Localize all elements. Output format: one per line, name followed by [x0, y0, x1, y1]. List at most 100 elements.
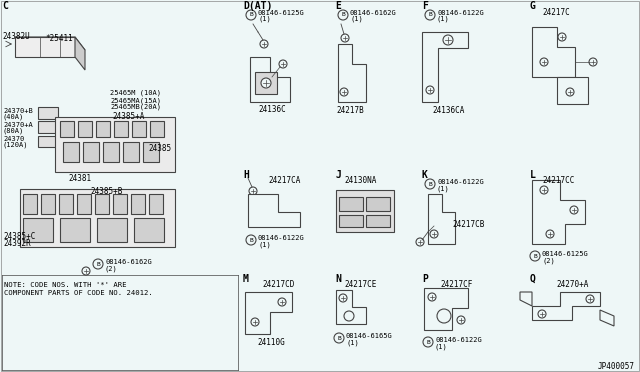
Polygon shape: [428, 194, 455, 244]
Circle shape: [334, 333, 344, 343]
Text: 25465MA(15A): 25465MA(15A): [110, 97, 161, 103]
Circle shape: [341, 34, 349, 42]
Bar: [60, 121, 74, 137]
Circle shape: [344, 311, 354, 321]
Bar: [339, 197, 363, 211]
Text: 24217CE: 24217CE: [344, 280, 376, 289]
Text: 08146-6122G: 08146-6122G: [258, 235, 305, 241]
Text: 25465M (10A): 25465M (10A): [110, 90, 161, 96]
Text: 08146-6122G: 08146-6122G: [435, 337, 482, 343]
Circle shape: [423, 337, 433, 347]
Circle shape: [82, 267, 90, 275]
Circle shape: [586, 295, 594, 303]
Text: 24136CA: 24136CA: [432, 106, 465, 115]
Text: 24385: 24385: [148, 144, 171, 153]
Text: JP400057: JP400057: [598, 362, 635, 371]
Circle shape: [279, 60, 287, 68]
Text: 24217CC: 24217CC: [542, 176, 574, 185]
Bar: [95, 194, 109, 214]
Circle shape: [93, 259, 103, 269]
Polygon shape: [250, 57, 290, 102]
Bar: [83, 142, 99, 162]
Text: B: B: [428, 182, 432, 186]
Text: 08146-6122G: 08146-6122G: [437, 10, 484, 16]
Bar: [60, 218, 90, 242]
Bar: [132, 121, 146, 137]
Bar: [38, 121, 62, 133]
Text: 08146-6125G: 08146-6125G: [542, 251, 589, 257]
Circle shape: [566, 88, 574, 96]
Bar: [113, 194, 127, 214]
Text: P: P: [422, 274, 428, 284]
Polygon shape: [424, 288, 468, 330]
Text: B: B: [249, 13, 253, 17]
Text: 24385+A: 24385+A: [112, 112, 145, 121]
Text: (1): (1): [258, 16, 271, 22]
Text: N: N: [335, 274, 341, 284]
Polygon shape: [532, 180, 585, 244]
Text: (40A): (40A): [3, 114, 24, 121]
Text: (80A): (80A): [3, 128, 24, 135]
Text: 24385+C: 24385+C: [3, 232, 35, 241]
Text: 24130NA: 24130NA: [344, 176, 376, 185]
Circle shape: [546, 230, 554, 238]
Bar: [131, 194, 145, 214]
Circle shape: [251, 318, 259, 326]
Text: 08146-6165G: 08146-6165G: [346, 333, 393, 339]
Bar: [134, 218, 164, 242]
Polygon shape: [600, 310, 614, 326]
Circle shape: [437, 309, 451, 323]
Polygon shape: [15, 37, 85, 50]
Text: (1): (1): [437, 16, 450, 22]
Circle shape: [425, 179, 435, 189]
Text: 24217CF: 24217CF: [440, 280, 472, 289]
Polygon shape: [248, 194, 300, 227]
Text: 24370+A: 24370+A: [3, 122, 33, 128]
Text: L: L: [530, 170, 536, 180]
Circle shape: [249, 187, 257, 195]
Polygon shape: [520, 292, 532, 306]
Polygon shape: [15, 37, 75, 57]
Text: 24370: 24370: [3, 136, 24, 142]
Text: (1): (1): [350, 16, 363, 22]
Circle shape: [530, 251, 540, 261]
Circle shape: [428, 293, 436, 301]
Text: H: H: [243, 170, 249, 180]
Circle shape: [589, 58, 597, 66]
Bar: [149, 194, 163, 214]
Circle shape: [443, 35, 453, 45]
Bar: [96, 121, 110, 137]
Polygon shape: [338, 44, 366, 102]
Bar: [77, 194, 91, 214]
Text: (120A): (120A): [3, 142, 29, 148]
Text: F: F: [422, 1, 428, 11]
Text: 24382U: 24382U: [2, 32, 29, 41]
Text: 24217B: 24217B: [336, 106, 364, 115]
Text: (1): (1): [435, 343, 448, 350]
Text: *25411: *25411: [45, 34, 73, 43]
Bar: [38, 107, 58, 119]
Text: J: J: [335, 170, 341, 180]
Polygon shape: [75, 37, 85, 70]
Bar: [23, 218, 53, 242]
Bar: [366, 215, 390, 227]
Bar: [255, 72, 277, 94]
Text: M: M: [243, 274, 249, 284]
Bar: [63, 142, 79, 162]
Bar: [339, 215, 363, 227]
Text: B: B: [96, 262, 100, 266]
Bar: [59, 194, 73, 214]
Text: (1): (1): [346, 339, 359, 346]
Circle shape: [570, 206, 578, 214]
Bar: [103, 142, 119, 162]
Polygon shape: [557, 77, 588, 104]
Circle shape: [339, 294, 347, 302]
Text: B: B: [341, 13, 345, 17]
Bar: [55, 117, 175, 172]
Text: 24217C: 24217C: [542, 8, 570, 17]
Text: 08146-6162G: 08146-6162G: [105, 259, 152, 265]
Bar: [20, 189, 175, 247]
Circle shape: [416, 238, 424, 246]
Bar: [150, 121, 164, 137]
Text: D(AT): D(AT): [243, 1, 273, 11]
